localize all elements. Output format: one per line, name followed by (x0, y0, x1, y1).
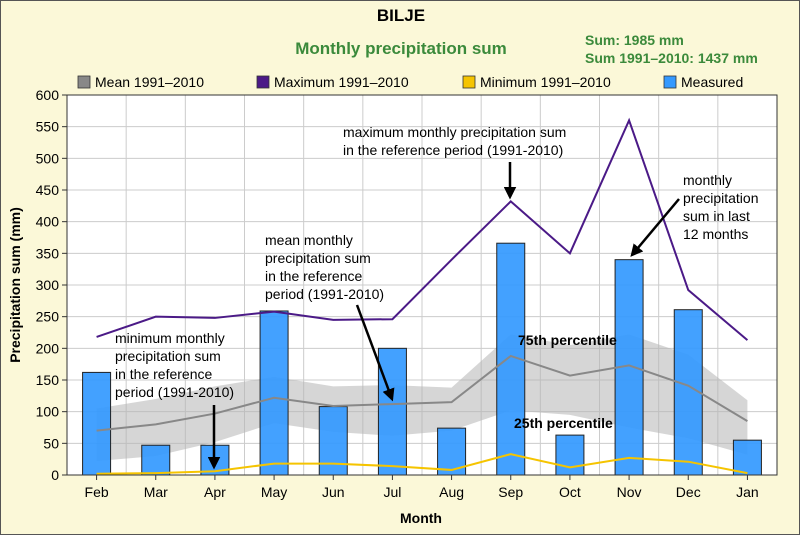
legend-min-swatch (462, 75, 476, 89)
last12-arrow (630, 198, 680, 257)
x-tick-label: Feb (85, 484, 109, 500)
x-tick-label: May (261, 484, 287, 500)
min-note-line-4: period (1991-2010) (115, 384, 234, 400)
y-tick-label: 350 (36, 245, 60, 261)
legend-mean-swatch (77, 75, 91, 89)
x-tick-label: Mar (144, 484, 168, 500)
legend-min-label: Minimum 1991–2010 (480, 74, 611, 90)
p25-label: 25th percentile (514, 415, 613, 431)
chart-title: BILJE (377, 6, 425, 25)
bar-measured (259, 310, 289, 476)
legend-max-swatch (256, 75, 270, 89)
line-minimum (96, 453, 748, 475)
y-tick-label: 450 (36, 182, 60, 198)
bar-measured (82, 371, 112, 476)
percentile-band (96, 334, 748, 462)
bar-measured (555, 434, 585, 476)
x-axis-title: Month (400, 510, 442, 526)
bars (82, 242, 762, 476)
x-tick-label: Sep (498, 484, 523, 500)
plot-area-border (66, 94, 778, 476)
x-tick-label: Dec (676, 484, 701, 500)
mean-note-line-2: precipitation sum (265, 250, 371, 266)
y-tick-label: 0 (51, 467, 59, 483)
mean-note-line-3: in the reference (265, 268, 362, 284)
line-maximum (96, 117, 749, 341)
last12-note-line-4: 12 months (683, 226, 748, 242)
annotations: maximum monthly precipitation sum in the… (115, 124, 759, 431)
x-tick-label: Jul (383, 484, 401, 500)
legend-measured-swatch (663, 75, 677, 89)
last12-note-line-1: monthly (683, 172, 732, 188)
ticks: 0 50 100 150 200 250 300 350 400 450 500 550 600 Feb M… (36, 87, 759, 500)
max-note-line-2: in the reference period (1991-2010) (343, 142, 563, 158)
annotation-arrows (207, 162, 680, 470)
min-note-line-1: minimum monthly (115, 330, 225, 346)
y-tick-label: 600 (36, 87, 60, 103)
mean-arrow (355, 304, 395, 402)
percentile-band-area (96, 334, 748, 462)
lines (96, 117, 749, 475)
y-tick-label: 500 (36, 150, 60, 166)
mean-note-line-1: mean monthly (265, 232, 353, 248)
bar-measured (141, 444, 171, 476)
reference-sum-text: Sum 1991–2010: 1437 mm (585, 50, 758, 66)
last12-note-line-3: sum in last (683, 208, 750, 224)
bar-measured (732, 439, 762, 476)
y-axis-title: Precipitation sum (mm) (7, 207, 23, 363)
y-tick-label: 550 (36, 119, 60, 135)
x-tick-label: Aug (439, 484, 464, 500)
legend: Mean 1991–2010 Maximum 1991–2010 Minimum… (77, 74, 743, 90)
x-tick-label: Oct (559, 484, 581, 500)
min-note-line-3: in the reference (115, 366, 212, 382)
y-tick-label: 250 (36, 309, 60, 325)
bar-measured (377, 347, 407, 476)
last12-note-line-2: precipitation (683, 190, 759, 206)
y-tick-label: 300 (36, 277, 60, 293)
chart-subtitle: Monthly precipitation sum (295, 39, 507, 58)
x-tick-label: Jan (736, 484, 759, 500)
min-note-line-2: precipitation sum (115, 348, 221, 364)
p75-label: 75th percentile (518, 332, 617, 348)
y-tick-label: 400 (36, 214, 60, 230)
max-note-line-1: maximum monthly precipitation sum (343, 124, 566, 140)
y-tick-label: 50 (43, 435, 59, 451)
legend-measured-label: Measured (681, 74, 743, 90)
y-tick-label: 200 (36, 340, 60, 356)
y-tick-label: 100 (36, 404, 60, 420)
mean-note-line-4: period (1991-2010) (265, 286, 384, 302)
x-tick-label: Nov (617, 484, 642, 500)
x-tick-label: Jun (322, 484, 345, 500)
x-tick-label: Apr (204, 484, 226, 500)
line-mean (96, 354, 748, 432)
y-tick-label: 150 (36, 372, 60, 388)
legend-mean-label: Mean 1991–2010 (95, 74, 204, 90)
legend-max-label: Maximum 1991–2010 (274, 74, 409, 90)
sum-text: Sum: 1985 mm (585, 32, 684, 48)
